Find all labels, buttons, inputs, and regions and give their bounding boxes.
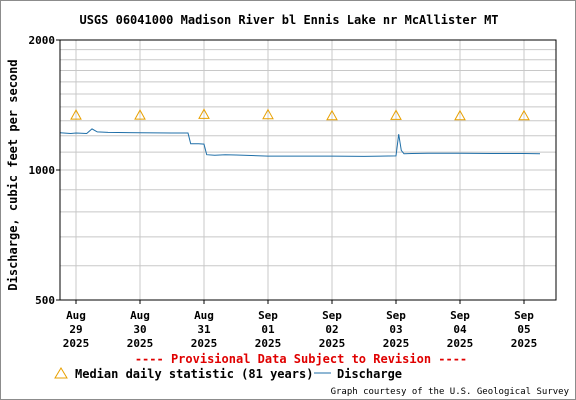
x-tick-label: Sep bbox=[322, 309, 342, 322]
x-tick-label: Sep bbox=[450, 309, 470, 322]
x-tick-label: 2025 bbox=[511, 337, 538, 350]
median-marker bbox=[390, 109, 402, 120]
x-tick-label: 2025 bbox=[447, 337, 474, 350]
x-tick-label: 30 bbox=[133, 323, 146, 336]
x-tick-label: 01 bbox=[261, 323, 275, 336]
plot-frame bbox=[59, 39, 557, 301]
x-tick-label: 03 bbox=[389, 323, 402, 336]
median-marker bbox=[262, 108, 274, 120]
legend: Median daily statistic (81 years) Discha… bbox=[54, 367, 402, 381]
x-tick-label: Sep bbox=[514, 309, 534, 322]
y-axis-label: Discharge, cubic feet per second bbox=[6, 59, 20, 290]
x-tick-label: 2025 bbox=[255, 337, 282, 350]
x-tick-label: 2025 bbox=[127, 337, 154, 350]
x-tick-label: Aug bbox=[130, 309, 150, 322]
provisional-notice: ---- Provisional Data Subject to Revisio… bbox=[135, 352, 467, 366]
y-tick-label: 2000 bbox=[29, 34, 56, 47]
median-marker bbox=[70, 109, 82, 120]
x-tick-label: 2025 bbox=[63, 337, 90, 350]
discharge-line bbox=[59, 128, 541, 157]
y-tick-label: 1000 bbox=[29, 164, 56, 177]
y-tick-label: 500 bbox=[35, 294, 55, 307]
median-marker bbox=[198, 108, 210, 119]
x-tick-label: 29 bbox=[69, 323, 82, 336]
x-tick-label: Aug bbox=[194, 309, 214, 322]
median-marker bbox=[134, 109, 146, 120]
legend-discharge-label: Discharge bbox=[337, 367, 402, 381]
x-tick-label: 2025 bbox=[319, 337, 346, 350]
median-markers bbox=[70, 108, 530, 121]
x-tick-label: 02 bbox=[325, 323, 338, 336]
x-tick-label: Aug bbox=[66, 309, 86, 322]
median-marker bbox=[326, 109, 338, 121]
x-ticks: Aug292025Aug302025Aug312025Sep012025Sep0… bbox=[63, 300, 538, 350]
x-tick-label: 05 bbox=[517, 323, 530, 336]
grid bbox=[60, 40, 556, 300]
x-tick-label: 2025 bbox=[383, 337, 410, 350]
legend-median-symbol bbox=[54, 367, 68, 379]
x-tick-label: Sep bbox=[258, 309, 278, 322]
x-tick-label: 31 bbox=[197, 323, 211, 336]
x-tick-label: 04 bbox=[453, 323, 467, 336]
median-marker bbox=[454, 109, 466, 121]
x-tick-label: Sep bbox=[386, 309, 406, 322]
credit-line: Graph courtesy of the U.S. Geological Su… bbox=[331, 387, 570, 397]
x-tick-label: 2025 bbox=[191, 337, 218, 350]
median-marker bbox=[518, 109, 530, 121]
chart-title: USGS 06041000 Madison River bl Ennis Lak… bbox=[79, 13, 498, 27]
y-ticks: 2000 1000 500 bbox=[29, 34, 60, 307]
legend-median-label: Median daily statistic (81 years) bbox=[75, 367, 313, 381]
